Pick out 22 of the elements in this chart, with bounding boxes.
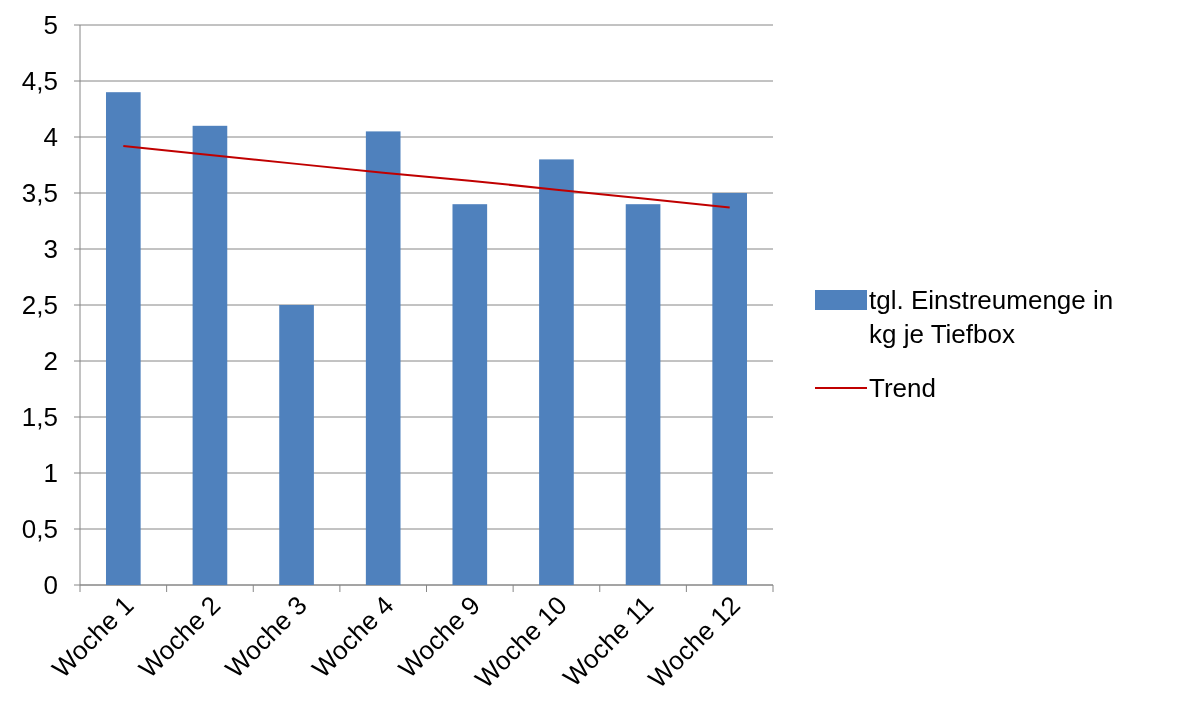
- bar: [625, 204, 661, 585]
- bar: [539, 159, 574, 585]
- y-tick-label: 3,5: [21, 178, 58, 209]
- y-tick-label: 3: [43, 234, 58, 265]
- line-series: [122, 144, 731, 209]
- bar: [712, 193, 748, 585]
- bar: [105, 92, 141, 585]
- bar: [452, 204, 488, 585]
- y-tick-label: 5: [43, 10, 58, 41]
- y-tick-label: 1: [43, 458, 58, 489]
- legend-label: tgl. Einstreumenge in kg je Tiefbox: [869, 285, 1114, 349]
- y-tick-label: 4,5: [21, 66, 58, 97]
- y-tick-label: 2,5: [21, 290, 58, 321]
- y-tick-label: 1,5: [21, 402, 58, 433]
- y-tick-label: 4: [43, 122, 58, 153]
- y-tick-label: 0,5: [21, 514, 58, 545]
- legend-label: Trend: [869, 373, 936, 403]
- y-tick-label: 0: [43, 570, 58, 601]
- bar: [365, 131, 401, 585]
- bar: [279, 305, 314, 585]
- bar: [192, 125, 228, 585]
- y-tick-label: 2: [43, 346, 58, 377]
